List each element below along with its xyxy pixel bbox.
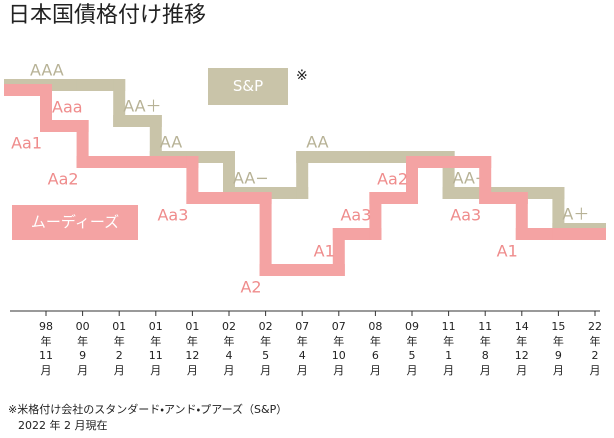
x-tick-label: 01 年 11 月 xyxy=(148,320,163,377)
x-tick-label: 09 年 5 月 xyxy=(405,320,419,377)
legend-box xyxy=(12,205,138,240)
x-tick-label: 08 年 6 月 xyxy=(368,320,383,377)
chart-title: 日本国債格付け推移 xyxy=(8,3,206,28)
x-tick-label: 22 年 2 月 xyxy=(588,320,602,377)
x-tick-label: 15 年 9 月 xyxy=(551,320,566,377)
x-tick-label: 02 年 4 月 xyxy=(222,320,236,377)
legend-label: ムーディーズ xyxy=(31,213,119,231)
x-tick-label: 14 年 12 月 xyxy=(514,320,529,377)
rating-label: AA xyxy=(160,133,182,152)
rating-label: A1 xyxy=(314,242,335,261)
rating-label: Aa2 xyxy=(377,170,408,189)
legend-note: ※ xyxy=(296,68,308,84)
x-tick-label: 00 年 9 月 xyxy=(75,320,90,377)
legend-box xyxy=(208,68,288,105)
legend-label: S&P xyxy=(233,77,263,95)
rating-label: Aa1 xyxy=(11,134,42,153)
rating-label: AA xyxy=(306,133,328,152)
rating-label: Aa3 xyxy=(450,206,481,225)
x-tick-label: 07 年 10 月 xyxy=(331,320,346,377)
x-tick-label: 11 年 8 月 xyxy=(478,320,493,377)
rating-label: AA＋ xyxy=(123,97,161,116)
x-tick-label: 01 年 2 月 xyxy=(112,320,127,377)
rating-label: A2 xyxy=(240,278,261,297)
rating-label: Aa3 xyxy=(157,206,188,225)
rating-label: Aa3 xyxy=(340,206,371,225)
rating-label: Aaa xyxy=(52,98,83,117)
x-tick-label: 02 年 5 月 xyxy=(258,320,273,377)
rating-label: AA− xyxy=(233,169,269,188)
x-tick-label: 98 年 11 月 xyxy=(39,320,53,377)
rating-label: A＋ xyxy=(562,205,589,224)
x-tick-label: 01 年 12 月 xyxy=(185,320,200,377)
x-tick-label: 07 年 4 月 xyxy=(295,320,310,377)
rating-label: A1 xyxy=(497,242,518,261)
rating-label: Aa2 xyxy=(48,170,79,189)
footnote: 2022 年 2 月現在 xyxy=(18,419,108,432)
footnote: ※米格付け会社のスタンダード・アンド・プアーズ（S&P） xyxy=(8,403,288,416)
x-tick-label: 11 年 1 月 xyxy=(441,320,456,377)
rating-label: AAA xyxy=(30,61,64,80)
